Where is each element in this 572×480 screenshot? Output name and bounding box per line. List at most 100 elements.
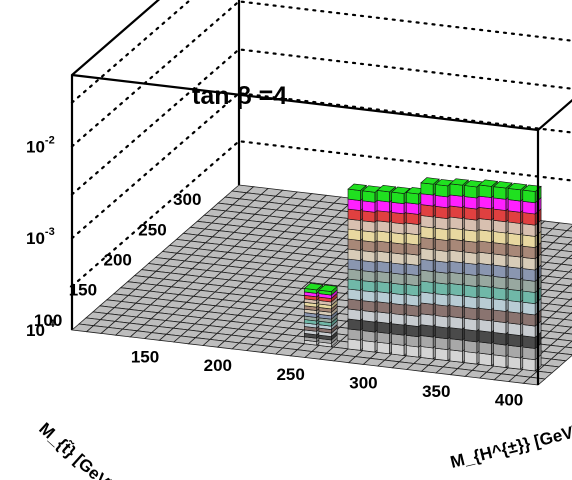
bar-band bbox=[362, 190, 376, 203]
bar-band bbox=[522, 301, 536, 316]
y-tick-label: 300 bbox=[173, 190, 201, 209]
bar-band bbox=[464, 196, 478, 210]
bar-band bbox=[522, 346, 536, 361]
bar-band bbox=[362, 250, 376, 263]
bar-band bbox=[435, 271, 449, 285]
z-tick-exponent: -4 bbox=[45, 318, 56, 330]
z-tick-label: 10-3 bbox=[26, 226, 55, 248]
bar-band bbox=[478, 263, 492, 277]
bar-band bbox=[405, 304, 420, 317]
bar-top bbox=[522, 184, 542, 192]
bar-band bbox=[464, 306, 478, 321]
bar-band bbox=[449, 216, 463, 230]
bar-band bbox=[391, 303, 405, 316]
bar-band bbox=[420, 226, 434, 240]
bar-band bbox=[522, 200, 536, 215]
bar-band bbox=[362, 230, 376, 243]
bar-band bbox=[391, 222, 405, 235]
bar-band bbox=[507, 244, 521, 258]
bar-band bbox=[420, 280, 434, 294]
x-tick-label: 250 bbox=[276, 365, 304, 384]
bar-band bbox=[376, 301, 390, 314]
bar-band bbox=[522, 279, 536, 293]
bar-band bbox=[420, 247, 434, 262]
bar-band bbox=[522, 357, 536, 372]
bar-band bbox=[391, 242, 405, 255]
bar-band bbox=[347, 298, 361, 311]
bar-band bbox=[362, 260, 376, 273]
bar-top bbox=[478, 179, 499, 187]
bar-band bbox=[478, 184, 492, 198]
bar-band bbox=[522, 223, 536, 237]
x-tick-label: 300 bbox=[349, 373, 377, 392]
bar-band bbox=[376, 291, 390, 304]
bar-band bbox=[449, 294, 463, 308]
bar-band bbox=[493, 231, 507, 245]
bar-band bbox=[493, 343, 507, 357]
bar-top bbox=[420, 177, 440, 185]
bar-band bbox=[478, 251, 492, 266]
bar-band bbox=[391, 282, 405, 296]
bar-band bbox=[478, 274, 492, 288]
bar-band bbox=[405, 253, 420, 266]
bar-band bbox=[435, 249, 449, 263]
bar-band bbox=[420, 204, 434, 218]
bar-band bbox=[435, 315, 449, 329]
gridline bbox=[70, 140, 572, 288]
bar-band bbox=[420, 291, 434, 305]
bar-band bbox=[435, 282, 449, 296]
bar-band bbox=[347, 218, 361, 231]
floor-cell bbox=[567, 254, 572, 260]
bar-band bbox=[405, 202, 420, 215]
bar-band bbox=[362, 320, 376, 333]
bar-band bbox=[347, 318, 361, 331]
bar-band bbox=[478, 285, 492, 299]
bar-band bbox=[420, 324, 434, 338]
bar-band bbox=[464, 262, 478, 276]
bar-band bbox=[435, 326, 449, 340]
bar-band bbox=[405, 232, 420, 246]
bar-band bbox=[435, 336, 449, 351]
bar-top bbox=[347, 183, 368, 191]
bar-band bbox=[507, 277, 521, 292]
bar-band bbox=[522, 234, 536, 248]
gridline bbox=[70, 92, 572, 240]
bar-band bbox=[420, 335, 434, 349]
bar-band bbox=[347, 238, 361, 251]
bar-band bbox=[362, 240, 376, 253]
bar-band bbox=[391, 272, 405, 286]
bar-band bbox=[449, 283, 463, 297]
bar-band bbox=[420, 302, 434, 316]
bar-band bbox=[347, 328, 361, 341]
bar-band bbox=[376, 341, 390, 355]
bar-band bbox=[493, 197, 507, 211]
bar-band bbox=[376, 200, 390, 213]
bar-band bbox=[507, 322, 521, 336]
bar-band bbox=[507, 333, 521, 348]
bar-band bbox=[507, 221, 521, 236]
chart-title: tan β =4 bbox=[192, 82, 287, 110]
bar-band bbox=[478, 341, 492, 355]
bar-band bbox=[391, 191, 405, 205]
bar-band bbox=[449, 260, 463, 275]
bar-band bbox=[435, 227, 449, 241]
bar-band bbox=[435, 347, 449, 361]
bar-band bbox=[507, 266, 521, 280]
bar-band bbox=[464, 185, 478, 199]
bar-band bbox=[405, 222, 420, 236]
bar-band bbox=[420, 182, 434, 196]
bar-band bbox=[435, 195, 449, 209]
bar-band bbox=[507, 311, 521, 325]
bar-band bbox=[420, 258, 434, 272]
bar-band bbox=[420, 237, 434, 251]
bar-band bbox=[362, 300, 376, 313]
bar-band bbox=[478, 229, 492, 243]
bar-band bbox=[420, 346, 434, 360]
bar-band bbox=[522, 268, 536, 282]
bar-top bbox=[318, 284, 338, 292]
bar-band bbox=[347, 288, 361, 301]
bar-band bbox=[405, 324, 420, 338]
bar-band bbox=[347, 188, 361, 201]
bar-band bbox=[464, 251, 478, 265]
